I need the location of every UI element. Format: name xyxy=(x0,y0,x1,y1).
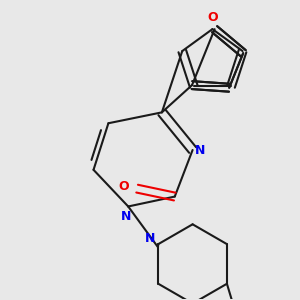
Text: O: O xyxy=(118,180,129,193)
Text: N: N xyxy=(195,143,206,157)
Text: N: N xyxy=(145,232,155,245)
Text: N: N xyxy=(121,210,131,223)
Text: O: O xyxy=(207,11,218,24)
